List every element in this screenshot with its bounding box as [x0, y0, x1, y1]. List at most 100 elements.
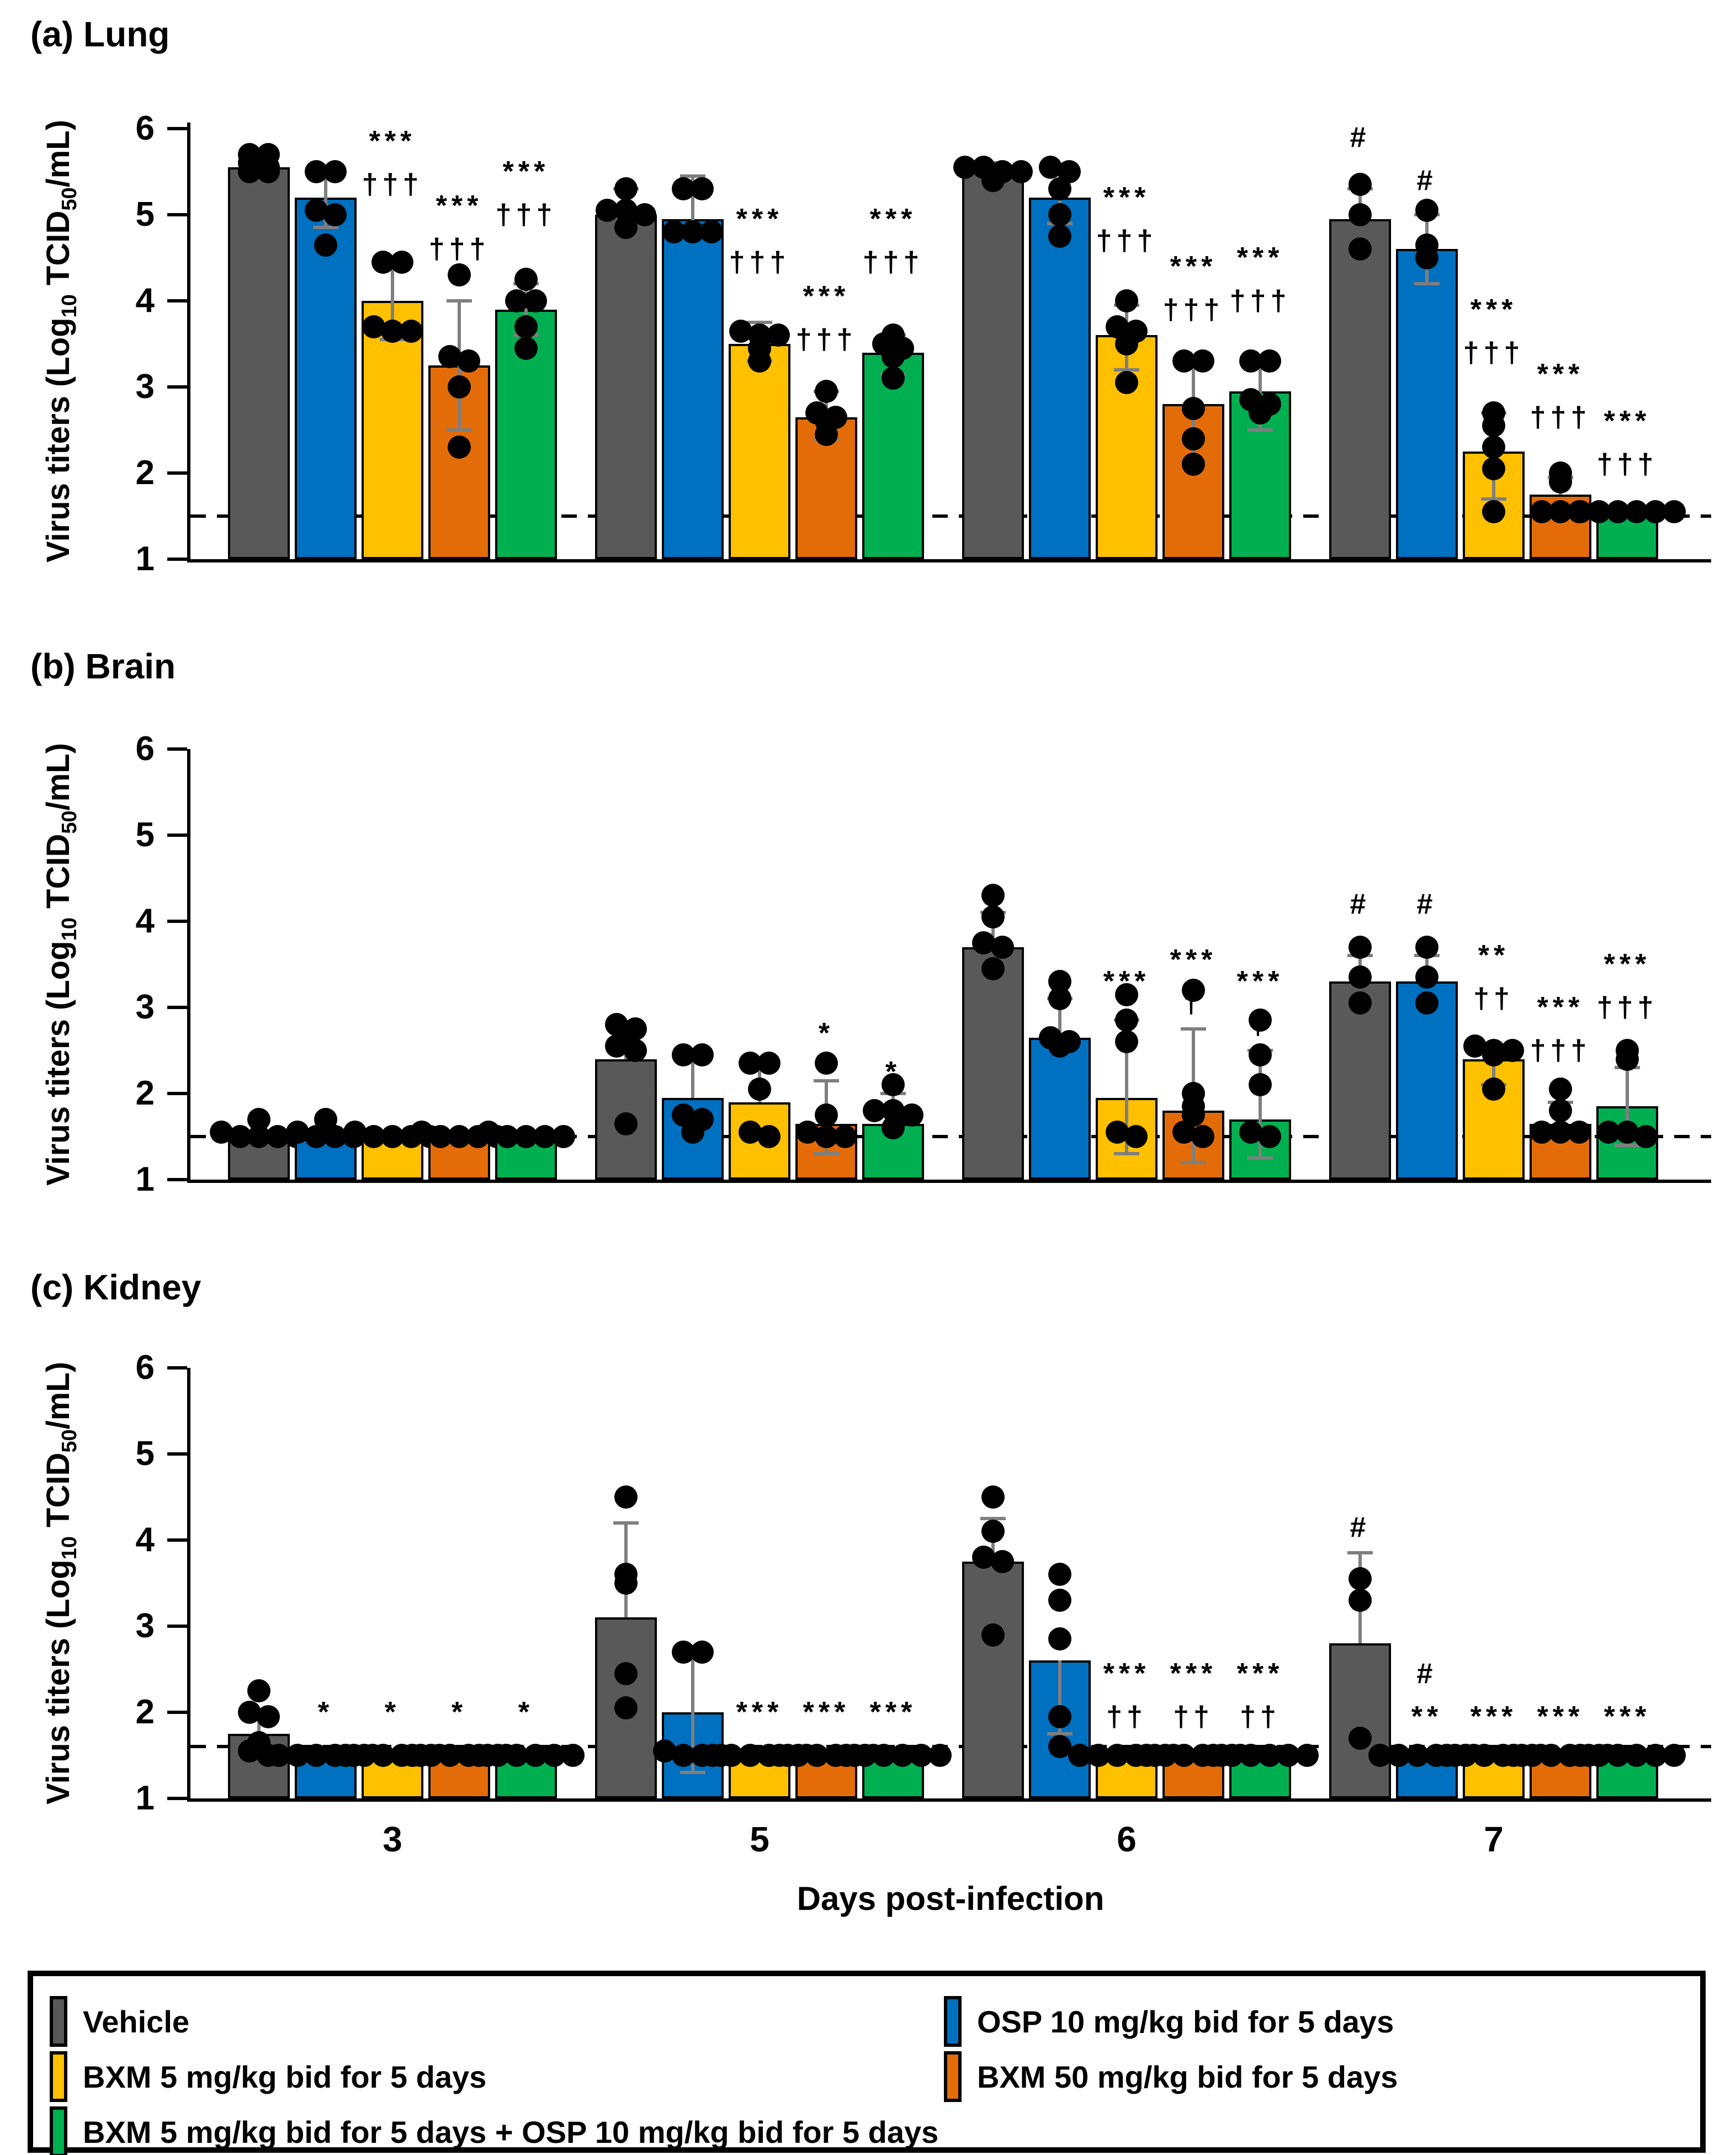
data-point [1182, 397, 1205, 420]
significance-annotation: ††† [428, 233, 490, 266]
legend-label: BXM 5 mg/kg bid for 5 days [83, 2059, 487, 2094]
data-point [1482, 414, 1505, 438]
bar [1329, 219, 1391, 559]
data-point [1191, 349, 1214, 373]
bar [1329, 1643, 1391, 1798]
error-bar-cap [447, 428, 472, 432]
significance-annotation: # [1416, 888, 1437, 920]
significance-annotation: *** [1103, 965, 1150, 998]
data-point [748, 349, 771, 373]
data-point [448, 436, 471, 459]
data-point [1616, 1047, 1639, 1071]
data-point [757, 1052, 781, 1075]
legend-label: Vehicle [83, 2004, 190, 2039]
data-point [247, 1679, 270, 1702]
significance-annotation: * [818, 1017, 835, 1049]
error-bar [1058, 1660, 1061, 1734]
significance-annotation: # [1350, 121, 1371, 153]
significance-annotation: # [1350, 888, 1371, 920]
significance-annotation: ††† [729, 246, 790, 278]
significance-annotation: *** [1236, 965, 1284, 998]
y-axis-tick [167, 1711, 187, 1714]
significance-annotation: *** [1170, 250, 1217, 283]
error-bar-cap [313, 226, 338, 230]
data-point [524, 289, 547, 312]
significance-annotation: *** [369, 125, 416, 158]
data-point [1115, 1009, 1138, 1032]
significance-annotation: ††† [362, 168, 423, 201]
data-point [981, 1520, 1005, 1543]
y-axis-tick-label: 6 [135, 730, 155, 768]
data-point [834, 1125, 857, 1148]
x-axis-tick-label: 7 [1484, 1819, 1504, 1859]
data-point [1249, 1073, 1272, 1097]
significance-annotation: * [518, 1696, 534, 1728]
bar [595, 1617, 657, 1798]
error-bar [991, 912, 995, 947]
panel-title: (c) Kidney [30, 1267, 201, 1307]
error-bar-cap [747, 321, 772, 324]
x-axis-line [187, 1798, 1711, 1802]
data-point [757, 1125, 781, 1148]
data-point [1549, 470, 1572, 493]
data-point [1415, 935, 1438, 959]
error-bar [691, 176, 694, 228]
y-axis-tick-label: 2 [135, 454, 155, 492]
y-axis-tick-label: 5 [135, 195, 155, 233]
significance-annotation: † [1183, 987, 1204, 1020]
error-bar [391, 262, 394, 340]
significance-annotation: *** [1604, 1700, 1651, 1733]
y-axis-line [187, 1368, 190, 1798]
bar [662, 219, 724, 559]
significance-annotation: *** [1470, 293, 1517, 326]
y-axis-tick-label: 3 [135, 368, 155, 406]
y-axis-tick [167, 471, 187, 475]
data-point [882, 345, 905, 369]
data-point [614, 177, 638, 201]
data-point [323, 203, 347, 226]
y-axis-tick-label: 2 [135, 1074, 155, 1112]
y-axis-tick [167, 1538, 187, 1542]
data-point [514, 336, 538, 360]
significance-annotation: ** [1478, 940, 1510, 972]
data-point [1296, 1744, 1319, 1767]
legend-swatch-icon [50, 2106, 67, 2155]
significance-annotation: *** [1170, 944, 1217, 976]
significance-annotation: *** [1236, 1657, 1284, 1690]
x-axis-line [187, 559, 1711, 562]
data-point [1258, 1125, 1281, 1148]
significance-annotation: # [1416, 164, 1437, 197]
legend-item: BXM 5 mg/kg bid for 5 days + OSP 10 mg/k… [50, 2104, 938, 2155]
significance-annotation: *** [1537, 991, 1584, 1023]
y-axis-tick-label: 1 [135, 540, 155, 578]
significance-annotation: *** [502, 156, 550, 188]
data-point [1349, 991, 1372, 1015]
significance-annotation: †† [1473, 983, 1514, 1015]
bar [962, 172, 1024, 559]
error-bar [1058, 999, 1061, 1038]
bar [228, 167, 290, 559]
data-point [390, 250, 413, 274]
y-axis-line [187, 123, 190, 559]
significance-annotation: ††† [1463, 336, 1525, 369]
y-axis-tick [167, 1625, 187, 1628]
data-point [614, 1662, 638, 1685]
legend-item: BXM 50 mg/kg bid for 5 days [944, 2049, 1398, 2104]
data-point [1349, 1726, 1372, 1750]
bar [362, 301, 423, 559]
error-bar-cap [1047, 1732, 1073, 1735]
y-axis-tick [167, 127, 187, 130]
data-point [448, 375, 471, 399]
significance-annotation: ††† [1530, 401, 1591, 433]
data-point [815, 1103, 838, 1127]
data-point [1115, 289, 1138, 312]
significance-annotation: ††† [1596, 448, 1658, 481]
significance-annotation: ††† [1229, 285, 1291, 317]
data-point [1482, 1078, 1505, 1101]
significance-annotation: *** [1170, 1657, 1217, 1690]
data-point [1415, 199, 1438, 222]
data-point [561, 1744, 585, 1767]
data-point [1349, 1589, 1372, 1612]
data-point [257, 1705, 280, 1728]
error-bar-cap [680, 174, 705, 178]
